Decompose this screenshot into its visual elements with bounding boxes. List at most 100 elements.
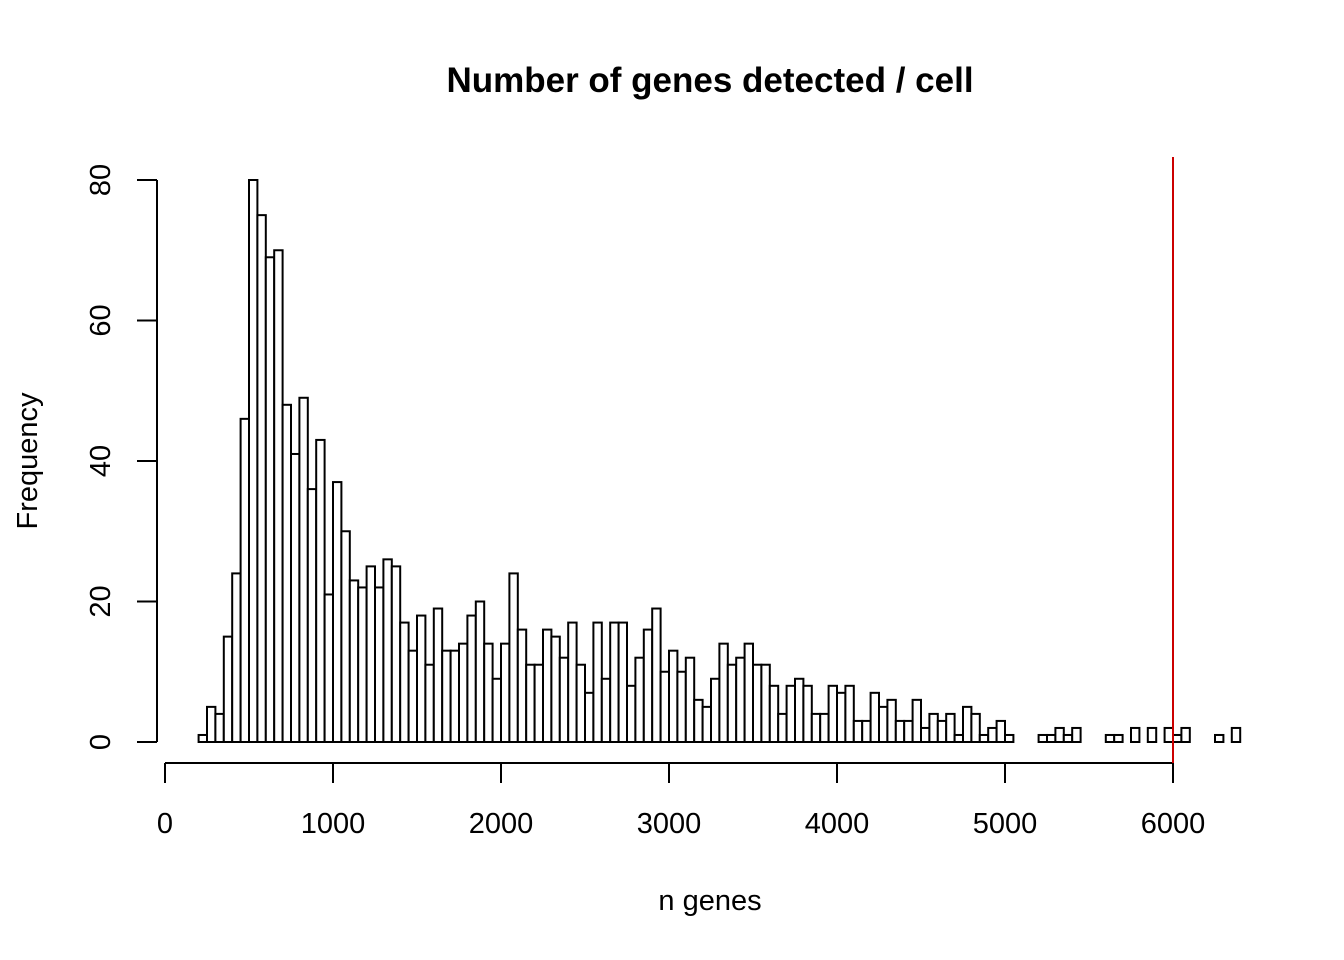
histogram-bar — [886, 698, 897, 743]
histogram-bar — [315, 438, 326, 743]
histogram-bar — [533, 663, 544, 743]
histogram-bar — [298, 396, 309, 743]
histogram-bar — [382, 558, 393, 743]
histogram-bar — [1004, 733, 1015, 743]
histogram-bar — [1062, 733, 1074, 743]
histogram-bar — [290, 452, 301, 743]
histogram-bar — [256, 214, 267, 743]
histogram-bar — [1146, 726, 1158, 744]
histogram-bar — [432, 607, 444, 744]
histogram-bar — [626, 684, 637, 743]
histogram-bar — [264, 256, 276, 743]
histogram-bar — [1230, 726, 1242, 744]
histogram-bar — [390, 565, 402, 743]
histogram-bar — [474, 600, 486, 743]
x-tick-label: 3000 — [637, 808, 702, 840]
histogram-bar — [1054, 726, 1065, 744]
histogram-bar — [592, 621, 603, 744]
histogram-bar — [1163, 726, 1174, 744]
histogram-bar — [483, 642, 494, 744]
histogram-bar — [693, 698, 704, 743]
histogram-bar — [458, 642, 469, 744]
histogram-bar — [995, 719, 1006, 743]
histogram-bar — [1214, 733, 1225, 743]
histogram-bar — [617, 621, 628, 744]
histogram-bar — [306, 488, 318, 743]
histogram-bar — [197, 733, 209, 743]
histogram-bar — [659, 670, 670, 743]
histogram-bar — [1037, 733, 1048, 743]
histogram-bar — [987, 726, 998, 744]
histogram-bar — [365, 565, 377, 743]
histogram-bar — [768, 684, 780, 743]
histogram-bar — [441, 649, 452, 743]
histogram-bar — [491, 677, 503, 744]
histogram-bar — [794, 677, 805, 744]
histogram-bar — [206, 705, 217, 743]
histogram-bar — [239, 417, 251, 743]
histogram-bar — [1130, 726, 1141, 744]
histogram-bar — [449, 649, 461, 743]
histogram-bar — [861, 719, 872, 743]
x-tick-label: 4000 — [805, 808, 870, 840]
x-axis-label: n genes — [658, 885, 761, 917]
histogram-bar — [936, 719, 948, 743]
histogram-bar — [810, 712, 822, 744]
histogram-bar — [281, 403, 293, 743]
histogram-bar — [248, 179, 259, 743]
histogram-bar — [668, 649, 679, 743]
y-tick-label: 20 — [85, 585, 117, 617]
histogram-bar — [1172, 733, 1183, 743]
histogram-bar — [1071, 726, 1082, 744]
histogram-bar — [735, 656, 746, 744]
histogram-bar — [407, 649, 419, 743]
histogram-bar — [516, 628, 528, 743]
histogram-bar — [584, 691, 595, 744]
histogram-bar — [684, 656, 696, 744]
histogram-bar — [802, 684, 813, 743]
x-axis: 0 1000 2000 3000 4000 5000 6000 — [157, 762, 1205, 840]
x-tick-label: 0 — [157, 808, 173, 840]
histogram-bar — [323, 593, 335, 743]
histogram-bar — [718, 642, 729, 744]
histogram-bar — [701, 705, 712, 743]
histogram-bar — [1180, 726, 1191, 744]
histogram-bar — [970, 712, 981, 744]
histogram-bar — [836, 691, 847, 744]
histogram-bar — [550, 635, 561, 743]
histogram-bar — [508, 572, 519, 744]
histogram-bar — [869, 691, 880, 744]
histogram-bar — [231, 572, 242, 744]
histogram-bar — [726, 663, 738, 743]
histogram-bar — [710, 677, 721, 744]
histogram-bar — [777, 712, 788, 744]
histogram-bar — [928, 712, 939, 744]
histogram-bar — [844, 684, 855, 743]
histogram-bar — [920, 726, 931, 744]
histogram-bar — [752, 663, 763, 743]
histogram-bar — [416, 614, 427, 743]
histogram-bar — [953, 733, 964, 743]
histogram-bar — [609, 621, 620, 744]
histogram-bar — [357, 586, 368, 744]
histogram-bar — [424, 663, 435, 743]
histogram-bar — [760, 663, 771, 743]
histogram-bar — [542, 628, 553, 743]
histogram-bar — [1046, 733, 1057, 743]
histogram-bar — [785, 684, 796, 743]
histogram-bar — [214, 712, 225, 744]
y-tick-label: 40 — [85, 445, 117, 477]
histogram-bar — [911, 698, 922, 743]
histogram-bar — [1113, 733, 1124, 743]
histogram-bar — [878, 705, 889, 743]
x-tick-label: 2000 — [469, 808, 534, 840]
histogram-bar — [348, 579, 360, 743]
histogram-bar — [567, 621, 578, 744]
histogram-bar — [819, 712, 830, 744]
histogram-bar — [651, 607, 662, 744]
histogram-bar — [827, 684, 838, 743]
histogram-bar — [676, 670, 687, 743]
y-tick-label: 60 — [85, 304, 117, 336]
y-axis: 0 20 40 60 80 — [85, 164, 158, 750]
